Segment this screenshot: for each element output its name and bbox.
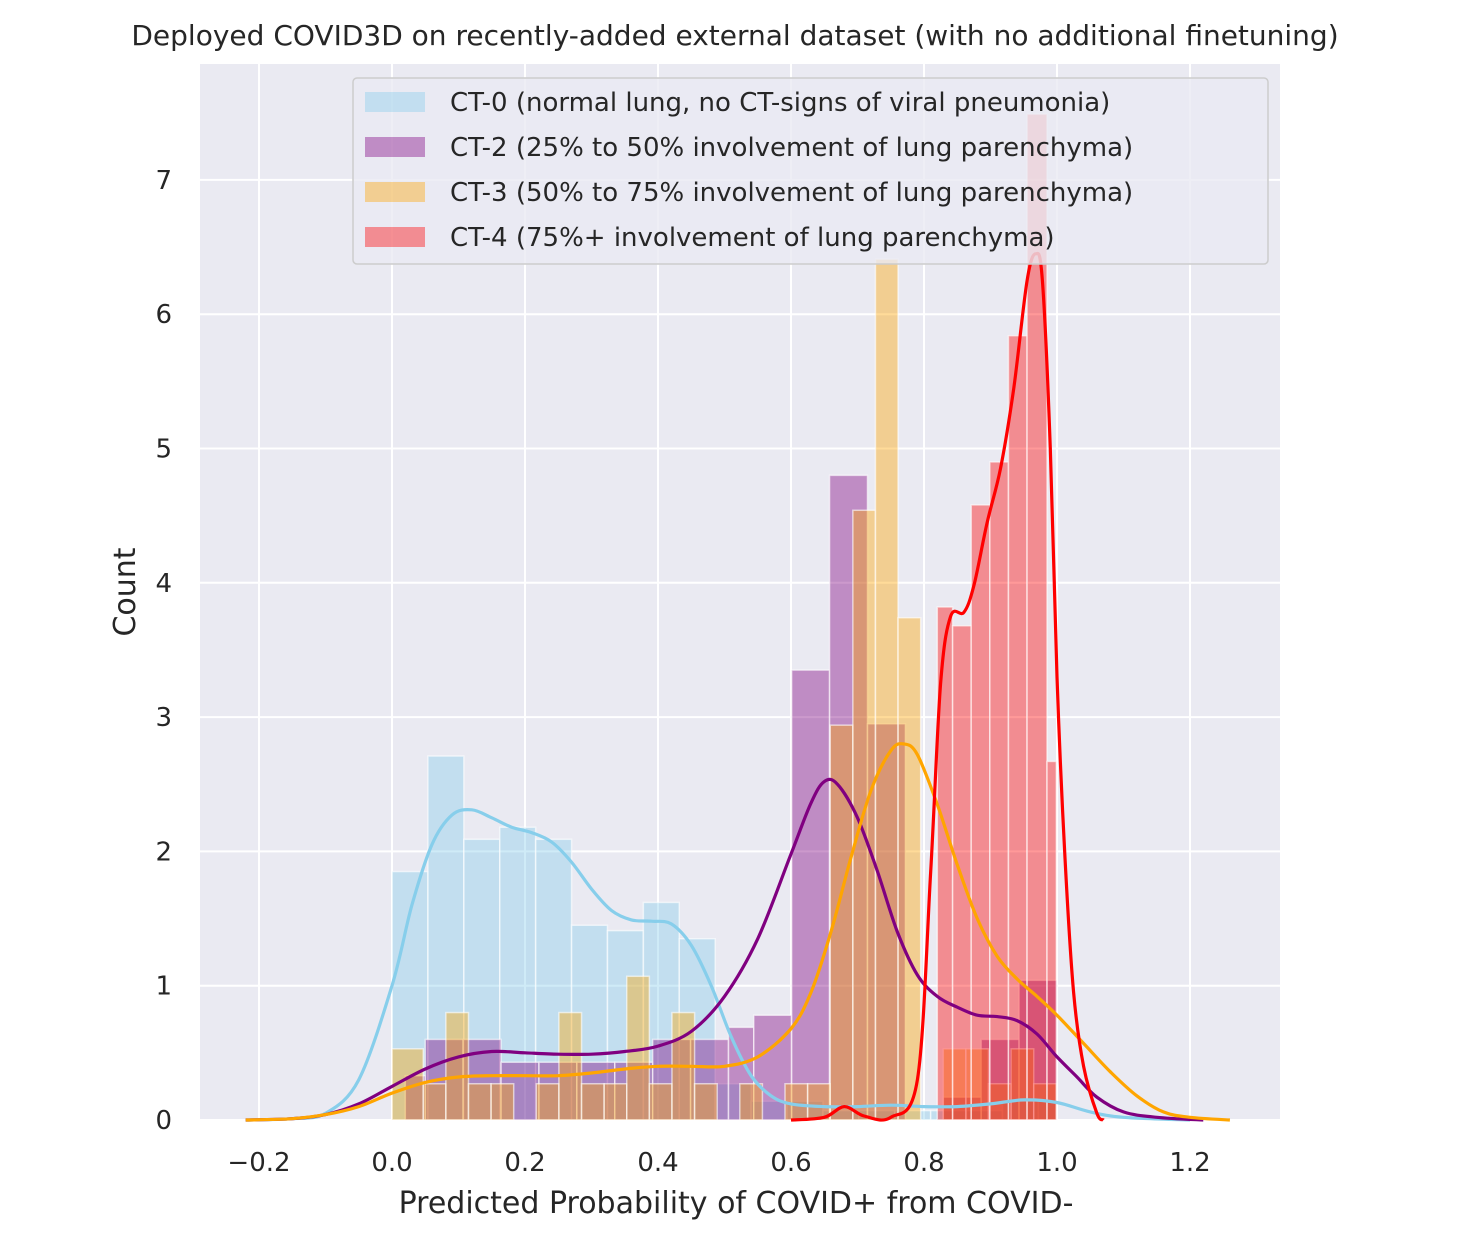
histogram-bar [989,461,1010,1121]
legend-label: CT-4 (75%+ involvement of lung parenchym… [450,223,1055,253]
histogram-bar [467,1082,492,1121]
x-tick-label: 0.8 [903,1148,944,1178]
histogram-bar [535,1082,560,1121]
y-tick-label: 2 [155,837,172,867]
x-axis-label: Predicted Probability of COVID+ from COV… [399,1186,1074,1221]
series-0-bars [391,755,1058,1121]
series-2-bars [391,258,1058,1121]
series-2-kde-line [245,742,1230,1122]
y-axis-ticks: 0 1 2 3 4 5 6 7 [155,166,172,1136]
histogram-bar [951,625,972,1121]
x-tick-label: 0.6 [770,1148,811,1178]
y-axis-label: Count [108,547,143,636]
histogram-bar [422,1082,447,1121]
histogram-bar [648,1082,673,1121]
histogram-bar [897,616,922,1121]
legend-label: CT-2 (25% to 50% involvement of lung par… [450,133,1133,163]
histogram-bar [500,1061,540,1121]
histogram-bar [1018,979,1058,1121]
histogram-bars [391,113,1058,1121]
histogram-bar [739,1082,764,1121]
x-tick-label: −0.2 [227,1148,290,1178]
histogram-bar [603,1082,628,1121]
y-tick-label: 7 [155,166,172,196]
series-3-bars [936,113,1058,1121]
histogram-bar [498,826,537,1121]
histogram-bar [714,1082,752,1121]
kde-curves [245,251,1230,1122]
chart-title: Deployed COVID3D on recently-added exter… [131,19,1338,52]
legend-label: CT-3 (50% to 75% involvement of lung par… [450,178,1133,208]
x-axis-ticks: −0.2 0.0 0.2 0.4 0.6 0.8 1.0 1.2 [227,1148,1210,1178]
y-tick-label: 0 [155,1106,172,1136]
y-tick-label: 4 [155,569,172,599]
series-3-kde-line [790,251,1105,1122]
series-1-bars [404,474,1058,1121]
y-tick-label: 6 [155,300,172,330]
legend-swatch [365,137,425,157]
legend-label: CT-0 (normal lung, no CT-signs of viral … [450,88,1110,118]
histogram-bar [1046,760,1058,1121]
x-tick-label: 1.0 [1036,1148,1077,1178]
x-tick-label: 0.2 [504,1148,545,1178]
histogram-bar [874,258,899,1121]
series-0-kde-line [245,808,1191,1122]
y-tick-label: 1 [155,972,172,1002]
legend-swatch [365,92,425,112]
histogram-bar [558,1011,583,1121]
histogram-bar [463,838,501,1121]
histogram-bar [970,504,991,1121]
x-tick-label: 0.0 [371,1148,412,1178]
legend: CT-0 (normal lung, no CT-signs of viral … [352,77,1269,265]
y-tick-label: 5 [155,435,172,465]
histogram-bar [693,1082,718,1121]
y-tick-label: 3 [155,703,172,733]
histogram-bar [534,838,573,1121]
legend-swatch [365,227,425,247]
histogram-bar [445,1011,470,1121]
x-tick-label: 0.4 [637,1148,678,1178]
histogram-bar [806,1082,831,1121]
histogram-bar [678,937,716,1121]
histogram-bar [1007,334,1028,1121]
series-1-kde-line [245,777,1204,1122]
histogram-bar [790,669,831,1121]
legend-swatch [365,182,425,202]
legend-frame [352,77,1269,265]
histogram-bar [490,1082,515,1121]
x-tick-label: 1.2 [1169,1148,1210,1178]
histogram-bar [580,1082,605,1121]
histogram-bar [606,929,645,1121]
